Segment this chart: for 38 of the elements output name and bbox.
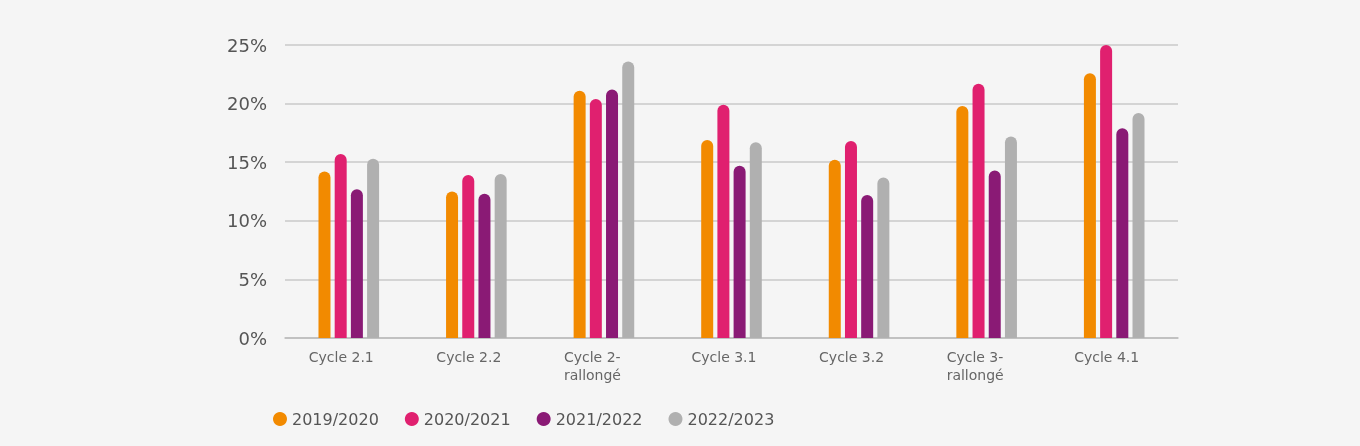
bar bbox=[334, 154, 347, 338]
bar bbox=[318, 171, 331, 338]
bar bbox=[701, 139, 714, 338]
legend-label: 2020/2021 bbox=[423, 409, 511, 429]
x-tick-label: Cycle 2.1 bbox=[308, 349, 374, 365]
bar bbox=[988, 170, 1001, 338]
bar bbox=[1100, 45, 1113, 338]
bar bbox=[956, 105, 969, 338]
x-tick-label: Cycle 2.2 bbox=[436, 349, 502, 365]
x-tick-label: Cycle 2-rallongé bbox=[563, 349, 621, 383]
x-tick-label: Cycle 3.1 bbox=[691, 349, 757, 365]
bar bbox=[350, 189, 363, 338]
bar bbox=[733, 165, 746, 338]
bar bbox=[462, 175, 475, 338]
bar bbox=[844, 141, 857, 338]
y-tick-label: 0% bbox=[238, 327, 267, 349]
y-tick-label: 15% bbox=[226, 151, 267, 173]
x-tick-label: Cycle 4.1 bbox=[1074, 349, 1140, 365]
x-tick-label: Cycle 3.2 bbox=[819, 349, 885, 365]
bar bbox=[828, 159, 841, 338]
bar bbox=[1116, 128, 1129, 338]
bar bbox=[589, 98, 602, 338]
legend-label: 2021/2022 bbox=[555, 409, 643, 429]
y-tick-label: 25% bbox=[226, 34, 267, 56]
y-tick-label: 5% bbox=[238, 268, 267, 290]
bar bbox=[861, 195, 874, 338]
bar bbox=[478, 193, 491, 338]
bar bbox=[606, 89, 619, 338]
bar bbox=[972, 83, 985, 338]
bar bbox=[717, 104, 730, 338]
bar bbox=[1083, 73, 1096, 338]
legend-label: 2019/2020 bbox=[292, 409, 379, 429]
y-tick-label: 10% bbox=[226, 210, 267, 232]
bar bbox=[573, 90, 586, 338]
bar bbox=[446, 191, 459, 338]
x-tick-label: Cycle 3-rallongé bbox=[946, 349, 1004, 383]
legend-label: 2022/2023 bbox=[687, 409, 775, 429]
y-tick-label: 20% bbox=[226, 93, 267, 115]
